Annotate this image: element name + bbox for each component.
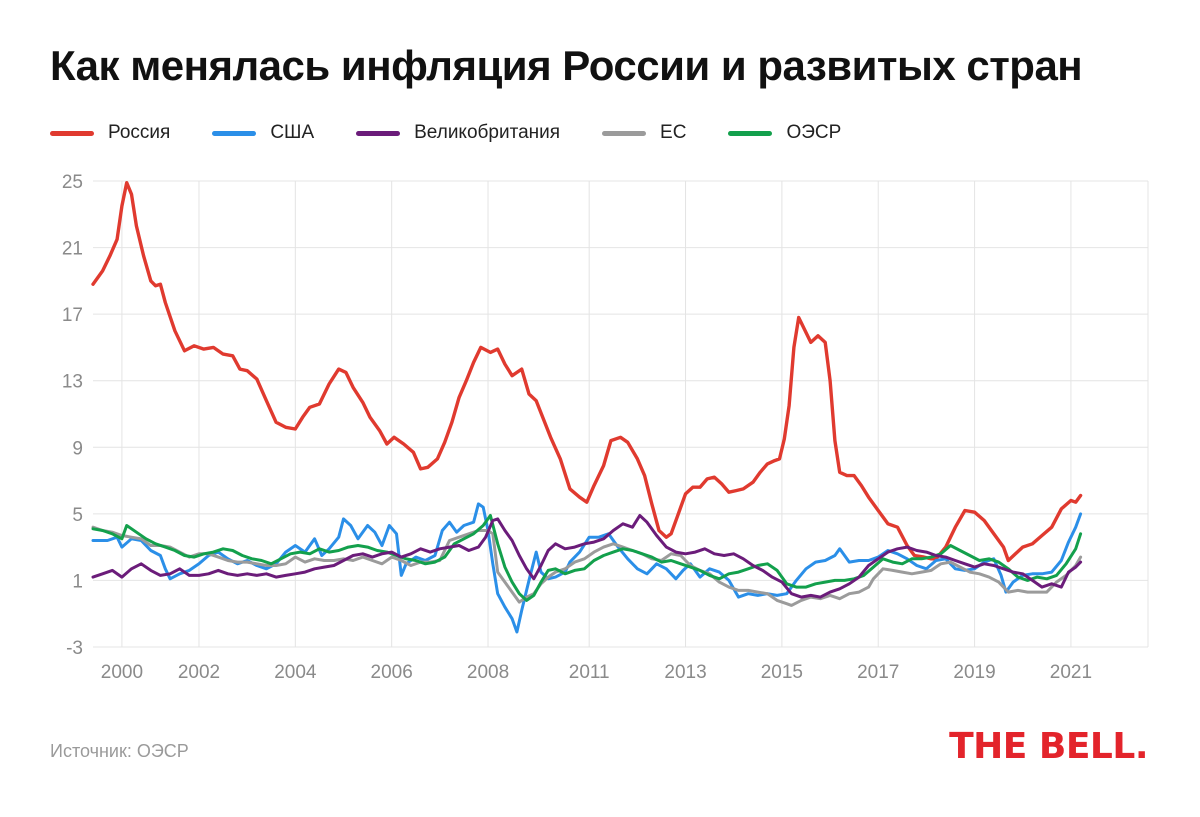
y-tick-label: 1 bbox=[72, 571, 83, 592]
y-tick-label: 21 bbox=[62, 239, 83, 260]
x-tick-label: 2011 bbox=[569, 662, 610, 683]
chart-legend: Россия США Великобритания ЕС ОЭСР bbox=[50, 120, 883, 146]
legend-swatch bbox=[728, 130, 773, 136]
x-tick-label: 2013 bbox=[664, 662, 706, 683]
x-tick-label: 2006 bbox=[371, 662, 413, 683]
legend-item: ЕС bbox=[602, 122, 686, 144]
legend-label: ОЭСР bbox=[786, 122, 842, 143]
the-bell-logo: THE BELL. bbox=[949, 726, 1148, 767]
legend-swatch bbox=[356, 130, 401, 136]
y-tick-label: 13 bbox=[62, 372, 83, 393]
grid bbox=[93, 180, 1149, 648]
series-line-4 bbox=[91, 514, 1083, 602]
legend-label: Россия bbox=[108, 122, 171, 143]
legend-item: Россия bbox=[50, 122, 170, 144]
legend-item: США bbox=[212, 122, 314, 144]
legend-item: Великобритания bbox=[356, 122, 560, 144]
series-line-3 bbox=[91, 525, 1083, 607]
x-tick-label: 2004 bbox=[274, 662, 317, 683]
y-tick-label: -3 bbox=[66, 638, 83, 659]
y-tick-label: 17 bbox=[62, 305, 83, 326]
series-line-2 bbox=[91, 514, 1083, 599]
x-tick-label: 2019 bbox=[953, 662, 995, 683]
source-note: Источник: ОЭСР bbox=[50, 741, 189, 761]
series-line-0 bbox=[91, 181, 1083, 563]
y-tick-label: 25 bbox=[62, 172, 83, 193]
x-tick-label: 2000 bbox=[101, 662, 143, 683]
x-tick-label: 2002 bbox=[178, 662, 220, 683]
legend-swatch bbox=[50, 130, 94, 136]
x-tick-label: 2021 bbox=[1050, 662, 1092, 683]
legend-swatch bbox=[212, 130, 257, 136]
chart-title: Как менялась инфляция России и развитых … bbox=[50, 42, 1083, 89]
legend-swatch bbox=[602, 130, 647, 136]
legend-item: ОЭСР bbox=[728, 122, 841, 144]
x-tick-label: 2008 bbox=[467, 662, 509, 683]
x-tick-label: 2015 bbox=[761, 662, 803, 683]
y-tick-label: 9 bbox=[72, 438, 83, 459]
y-tick-label: 5 bbox=[72, 505, 83, 526]
legend-label: ЕС bbox=[660, 122, 687, 143]
x-tick-label: 2017 bbox=[857, 662, 899, 683]
legend-label: США bbox=[270, 122, 315, 143]
legend-label: Великобритания bbox=[414, 122, 561, 143]
